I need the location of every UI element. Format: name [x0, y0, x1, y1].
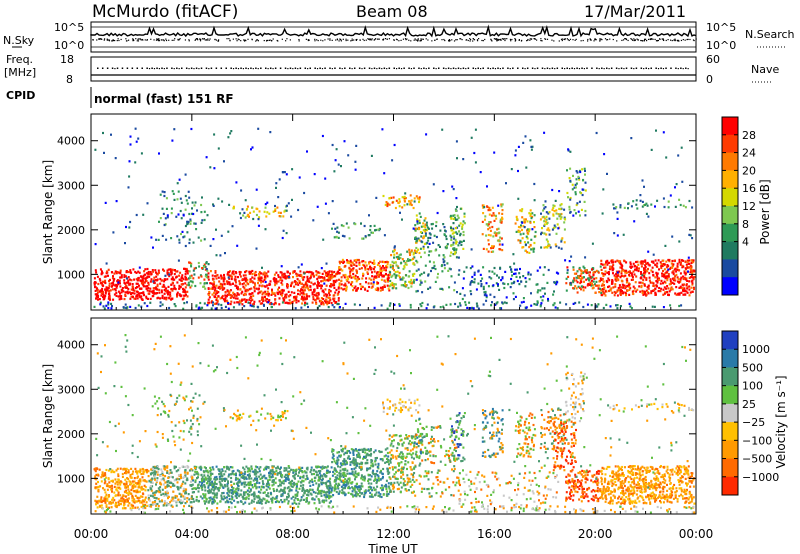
noise-sky-trace: [90, 24, 697, 38]
vel-colorbar-tick: 500: [742, 361, 763, 374]
x-tick-label: 16:00: [477, 527, 512, 541]
power-colorbar-label: Power [dB]: [758, 179, 772, 244]
power-colorbar: 28 24 20 16 12 8 4: [721, 116, 756, 296]
velocity-heatmap: [93, 334, 696, 514]
power-ytick-label: 1000: [57, 268, 85, 281]
power-heatmap: [93, 127, 696, 310]
power-colorbar-swatch: [722, 277, 738, 296]
x-tick-label: 04:00: [175, 527, 210, 541]
power-colorbar-swatch: [722, 117, 738, 136]
power-colorbar-swatch: [722, 223, 738, 243]
vel-ytick-label: 3000: [57, 383, 85, 396]
power-colorbar-swatch: [722, 241, 738, 260]
vel-colorbar-swatch: [722, 367, 738, 387]
power-colorbar-tick: 24: [742, 147, 756, 160]
x-axis-title: Time UT: [367, 542, 418, 554]
power-colorbar-tick: 4: [742, 236, 749, 249]
noise-panel: N.Sky 10^5 10^0 10^5 10^0 N.Search: [3, 21, 795, 53]
power-colorbar-swatch: [722, 170, 738, 189]
velocity-colorbar: 1000 500 100 25 −25 −100 −500 −1000: [721, 330, 779, 496]
x-tick-label: 08:00: [275, 527, 310, 541]
power-colorbar-tick: 20: [742, 164, 756, 177]
vel-colorbar-swatch: [722, 440, 738, 460]
date-title: 17/Mar/2011: [584, 2, 686, 21]
power-colorbar-tick: 16: [742, 182, 756, 195]
vel-ytick-label: 2000: [57, 428, 85, 441]
power-colorbar-tick: 28: [742, 129, 756, 142]
vel-colorbar-tick: 100: [742, 380, 763, 393]
freq-dots: [97, 67, 689, 70]
beam-title: Beam 08: [356, 2, 428, 21]
vel-colorbar-swatch: [722, 422, 738, 441]
power-colorbar-swatch: [722, 206, 738, 225]
power-ytick-label: 2000: [57, 224, 85, 237]
freq-label-line2: [MHz]: [4, 66, 36, 79]
nave-label: Nave: [751, 63, 779, 76]
x-tick-label: 20:00: [578, 527, 613, 541]
cpid-label: CPID: [6, 89, 35, 102]
power-ytick-label: 4000: [57, 135, 85, 148]
nsearch-tick-low: 10^0: [706, 39, 736, 52]
vel-ytick-label: 1000: [57, 472, 85, 485]
nsky-tick-high: 10^5: [54, 21, 84, 34]
vel-colorbar-swatch: [722, 403, 738, 423]
power-colorbar-swatch: [722, 188, 738, 207]
vel-colorbar-tick: −25: [742, 416, 765, 429]
nave-tick-low: 0: [706, 73, 713, 86]
x-axis-labels: 00:00 04:00 08:00 12:00 16:00 20:00 00:00: [74, 527, 714, 541]
vel-colorbar-swatch: [722, 458, 738, 478]
freq-panel: Freq. [MHz] 18 8 60 0 Nave: [4, 53, 779, 86]
power-colorbar-swatch: [722, 134, 738, 154]
station-title: McMurdo (fitACF): [92, 2, 238, 22]
velocity-colorbar-label: Velocity [m s⁻¹]: [774, 375, 788, 468]
vel-colorbar-swatch: [722, 385, 738, 405]
x-tick-label: 00:00: [679, 527, 714, 541]
nsearch-label: N.Search: [745, 28, 795, 41]
velocity-panel: 1000 2000 3000 4000 Slant Range [km] 1000 50…: [41, 317, 788, 515]
vel-colorbar-swatch: [722, 476, 738, 496]
vel-colorbar-tick: −100: [742, 434, 772, 447]
freq-label-line1: Freq.: [6, 53, 33, 66]
freq-tick-low: 8: [66, 73, 73, 86]
velocity-ylabel: Slant Range [km]: [41, 364, 55, 468]
nsearch-tick-high: 10^5: [706, 21, 736, 34]
vel-colorbar-swatch: [722, 331, 738, 350]
noise-search-dots: [92, 38, 697, 42]
nave-tick-high: 60: [706, 53, 720, 66]
vel-colorbar-tick: 25: [742, 398, 756, 411]
power-ytick-label: 3000: [57, 179, 85, 192]
power-colorbar-swatch: [722, 152, 738, 171]
power-colorbar-tick: 12: [742, 200, 756, 213]
nsky-label: N.Sky: [3, 34, 35, 47]
cpid-value: normal (fast) 151 RF: [94, 92, 234, 106]
nsky-tick-low: 10^0: [54, 39, 84, 52]
power-colorbar-tick: 8: [742, 218, 749, 231]
vel-colorbar-tick: −500: [742, 453, 772, 466]
power-panel: 1000 2000 3000 4000 Slant Range [km] 28 24 20…: [41, 113, 772, 311]
x-tick-label: 12:00: [376, 527, 411, 541]
vel-ytick-label: 4000: [57, 339, 85, 352]
power-colorbar-swatch: [722, 259, 738, 278]
power-ylabel: Slant Range [km]: [41, 160, 55, 264]
vel-colorbar-tick: 1000: [742, 343, 770, 356]
freq-tick-high: 18: [60, 53, 74, 66]
vel-colorbar-tick: −1000: [742, 471, 779, 484]
x-tick-label: 00:00: [74, 527, 109, 541]
vel-colorbar-swatch: [722, 349, 738, 368]
